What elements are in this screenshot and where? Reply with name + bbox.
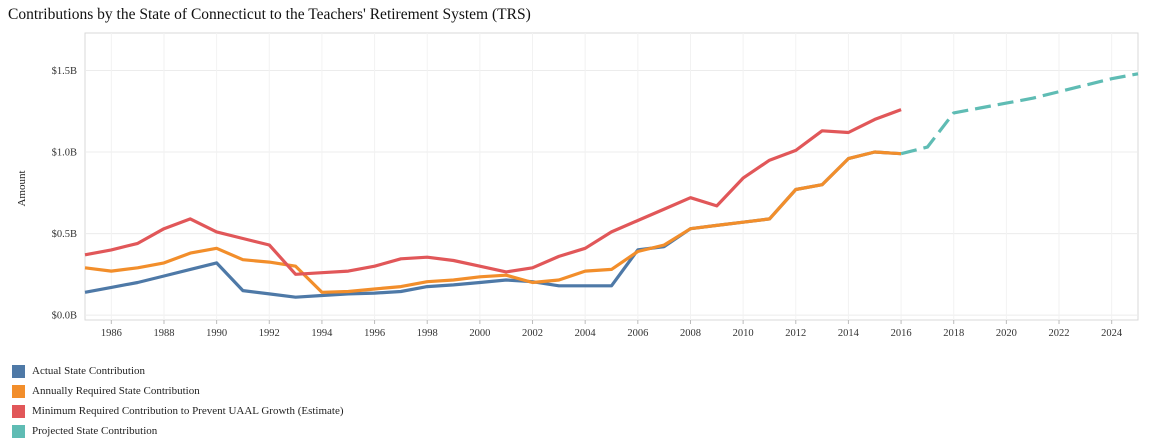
x-tick-label: 2002: [522, 328, 543, 339]
x-tick-label: 1988: [153, 328, 174, 339]
legend-item: Actual State Contribution: [12, 361, 344, 381]
legend-swatch: [12, 364, 25, 378]
legend-label: Annually Required State Contribution: [32, 385, 200, 397]
legend-swatch: [12, 424, 25, 438]
legend-item: Projected State Contribution: [12, 421, 344, 441]
legend-item: Minimum Required Contribution to Prevent…: [12, 401, 344, 421]
legend-swatch: [12, 384, 25, 398]
series-line-3: [84, 108, 902, 276]
legend-label: Projected State Contribution: [32, 425, 158, 437]
x-tick-label: 2024: [1101, 328, 1123, 339]
x-tick-label: 2000: [469, 328, 490, 339]
legend-label: Actual State Contribution: [32, 365, 146, 377]
x-tick-label: 2010: [733, 328, 754, 339]
y-tick-label: $1.0B: [52, 148, 77, 159]
x-tick-label: 2006: [627, 328, 648, 339]
legend-item: Annually Required State Contribution: [12, 381, 344, 401]
x-tick-label: 2008: [680, 328, 701, 339]
x-tick-label: 2022: [1049, 328, 1070, 339]
plot-area: [84, 32, 1139, 321]
chart-title: Contributions by the State of Connecticu…: [8, 6, 531, 23]
y-axis-label: Amount: [16, 170, 28, 206]
legend: Actual State Contribution Annually Requir…: [12, 361, 344, 441]
x-tick-label: 2018: [943, 328, 964, 339]
x-tick-label: 1996: [364, 328, 385, 339]
series-line-4: [900, 72, 1139, 156]
x-tick-label: 1990: [206, 328, 227, 339]
legend-label: Minimum Required Contribution to Prevent…: [32, 405, 344, 417]
x-tick-label: 1992: [259, 328, 280, 339]
x-tick-label: 2012: [785, 328, 806, 339]
x-tick-label: 1986: [101, 328, 122, 339]
y-tick-label: $1.5B: [52, 66, 77, 77]
x-tick-label: 2004: [575, 328, 597, 339]
x-tick-label: 1994: [311, 328, 333, 339]
x-tick-label: 2020: [996, 328, 1017, 339]
y-tick-label: $0.5B: [52, 229, 77, 240]
y-tick-label: $0.0B: [52, 311, 77, 322]
x-tick-label: 1998: [417, 328, 438, 339]
x-tick-label: 2014: [838, 328, 860, 339]
series-line-2: [84, 150, 902, 294]
x-tick-label: 2016: [891, 328, 912, 339]
legend-swatch: [12, 404, 25, 418]
